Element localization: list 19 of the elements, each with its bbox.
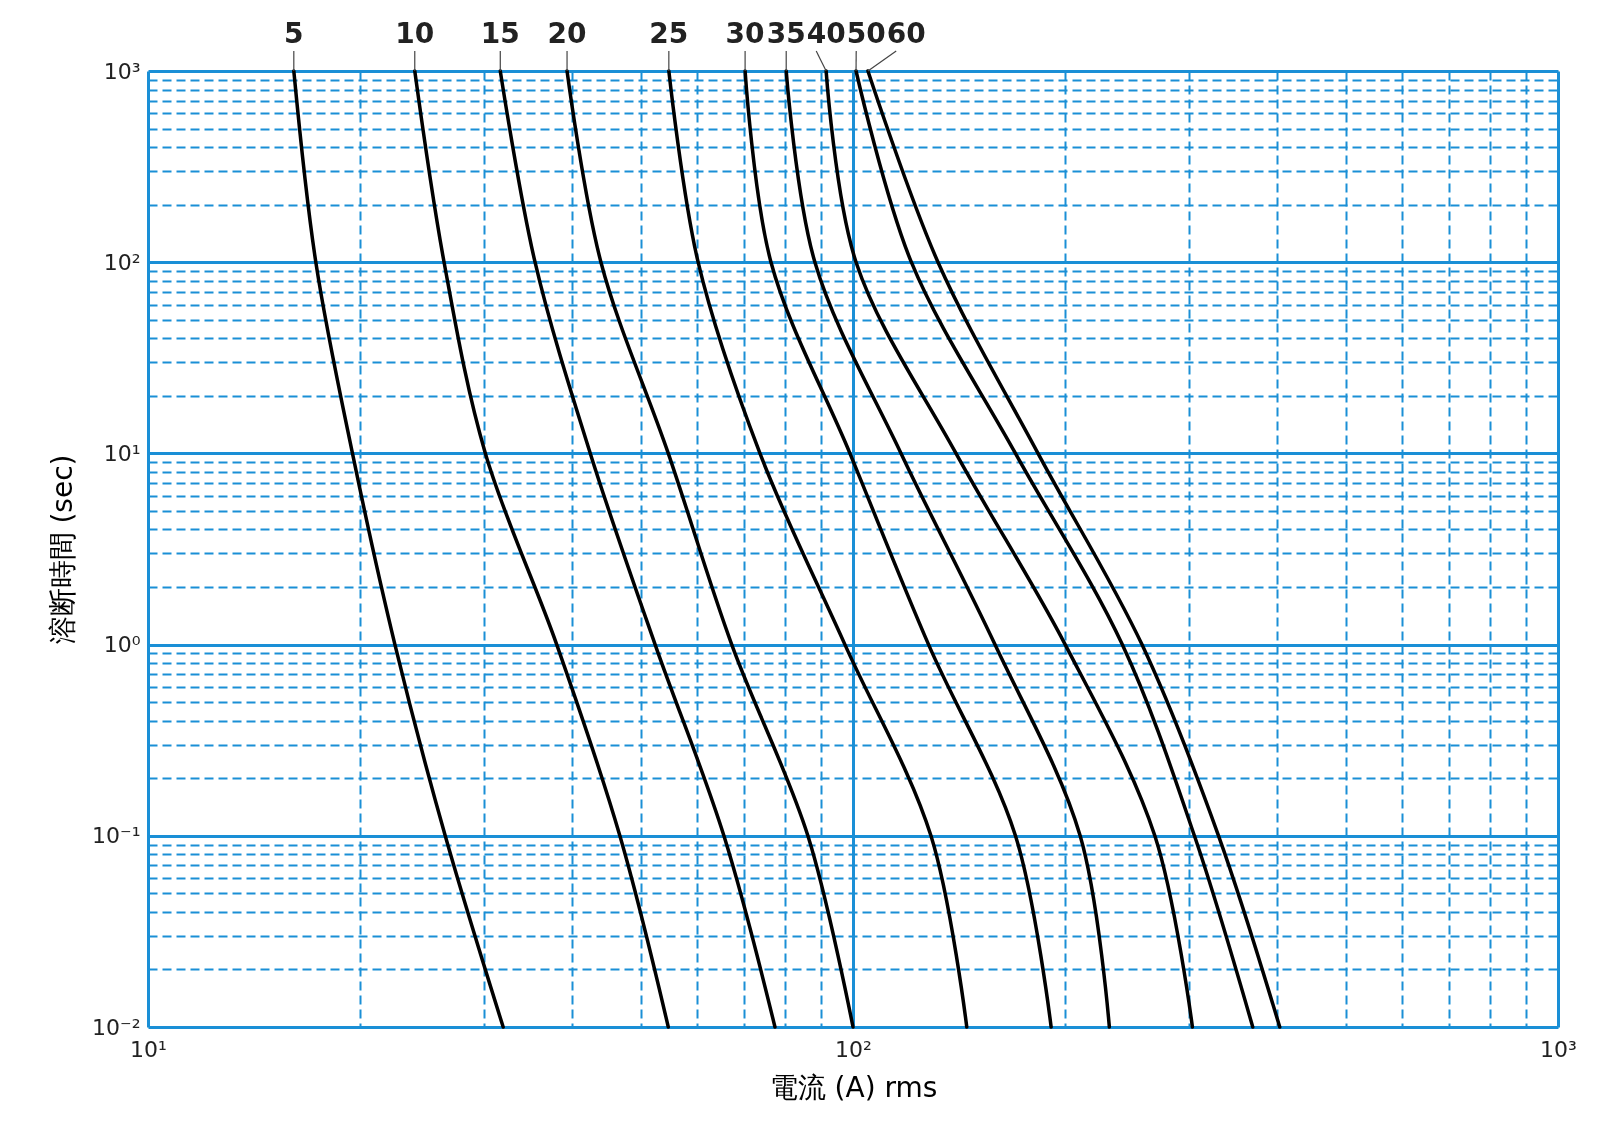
y-tick-label: 10⁻¹ [92, 823, 141, 849]
y-tick-label: 10⁰ [103, 632, 141, 658]
series-label: 5 [284, 17, 304, 50]
y-tick-label: 10² [103, 249, 141, 275]
y-axis-title: 溶断時間 (sec) [46, 454, 80, 645]
series-label: 40 [806, 17, 846, 50]
series-label: 35 [766, 17, 806, 50]
series-label: 15 [480, 17, 520, 50]
series-label: 60 [886, 17, 926, 50]
y-tick-label: 10¹ [103, 440, 141, 466]
y-tick-label: 10³ [103, 58, 141, 84]
x-tick-label: 10² [835, 1036, 872, 1062]
x-axis-title: 電流 (A) rms [769, 1070, 938, 1104]
series-label: 20 [547, 17, 587, 50]
series-label: 25 [649, 17, 689, 50]
series-label: 10 [395, 17, 435, 50]
series-label: 50 [846, 17, 886, 50]
series-label: 30 [725, 17, 765, 50]
x-tick-label: 10³ [1540, 1036, 1577, 1062]
